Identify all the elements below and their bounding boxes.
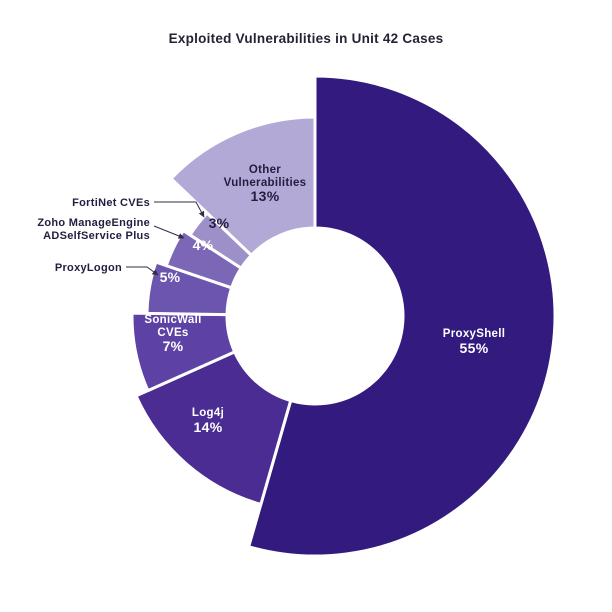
callout-label-zoho-manageengine-adselfservice-plus: Zoho ManageEngine ADSelfService Plus <box>37 217 150 242</box>
callout-label-fortinet-cves: FortiNet CVEs <box>72 197 150 209</box>
slice-label-sonicwall-cves: SonicWall CVEs 7% <box>144 314 201 354</box>
slice-label-zoho-manageengine-adselfservice-plus: 4% <box>193 237 214 253</box>
pie-slice-other-vulnerabilities <box>169 115 317 257</box>
slice-label-other-vulnerabilities: Other Vulnerabilities 13% <box>224 164 307 204</box>
leader-line-proxylogon <box>126 266 159 276</box>
chart-title: Exploited Vulnerabilities in Unit 42 Cas… <box>168 31 444 46</box>
callout-label-proxylogon: ProxyLogon <box>55 262 122 274</box>
slice-label-log4j: Log4j 14% <box>192 407 224 435</box>
pie-slice-log4j <box>134 350 293 506</box>
leader-line-fortinet-cves <box>154 201 205 218</box>
slice-label-fortinet-cves: 3% <box>209 215 230 231</box>
leader-line-zoho-manageengine-adselfservice-plus <box>153 225 185 239</box>
slice-label-proxyshell: ProxyShell 55% <box>443 328 505 356</box>
pie-slice-sonicwall-cves <box>130 311 237 393</box>
pie-slice-proxyshell <box>247 74 557 558</box>
slice-label-proxylogon: 5% <box>160 269 181 285</box>
